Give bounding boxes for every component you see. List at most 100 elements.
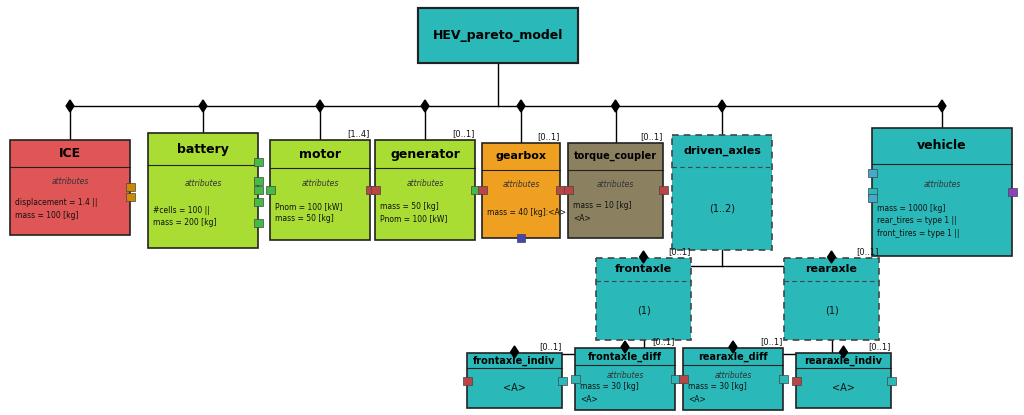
Bar bbox=[371, 186, 380, 194]
Text: rearaxle: rearaxle bbox=[806, 264, 857, 274]
FancyBboxPatch shape bbox=[683, 348, 783, 410]
Text: ICE: ICE bbox=[59, 147, 81, 160]
Text: (1): (1) bbox=[824, 305, 839, 315]
Bar bbox=[463, 376, 471, 385]
Text: driven_axles: driven_axles bbox=[683, 146, 761, 156]
Text: attributes: attributes bbox=[924, 180, 961, 188]
Text: [0..1]: [0..1] bbox=[641, 132, 663, 141]
FancyBboxPatch shape bbox=[796, 353, 891, 408]
Text: HEV_pareto_model: HEV_pareto_model bbox=[433, 29, 563, 42]
Polygon shape bbox=[827, 251, 836, 263]
Text: frontaxle: frontaxle bbox=[615, 264, 672, 274]
Text: [0..1]: [0..1] bbox=[538, 132, 560, 141]
FancyBboxPatch shape bbox=[10, 140, 130, 235]
Bar bbox=[477, 186, 486, 195]
Text: attributes: attributes bbox=[407, 179, 443, 188]
Bar bbox=[671, 375, 680, 383]
Bar bbox=[470, 186, 479, 194]
Bar bbox=[126, 183, 134, 191]
Text: <A>: <A> bbox=[503, 383, 526, 393]
Bar bbox=[658, 186, 668, 195]
Polygon shape bbox=[611, 100, 620, 112]
Text: [0..1]: [0..1] bbox=[761, 337, 783, 346]
Text: mass = 1000 [kg]
rear_tires = type 1 ||
front_tires = type 1 ||: mass = 1000 [kg] rear_tires = type 1 || … bbox=[877, 204, 959, 238]
Bar bbox=[563, 186, 572, 195]
Bar bbox=[679, 375, 687, 383]
Text: attributes: attributes bbox=[51, 177, 89, 186]
Text: rearaxle_diff: rearaxle_diff bbox=[698, 352, 768, 362]
Text: attributes: attributes bbox=[606, 371, 644, 380]
Bar bbox=[254, 186, 262, 195]
Polygon shape bbox=[729, 341, 737, 353]
FancyBboxPatch shape bbox=[784, 258, 879, 340]
Bar bbox=[254, 198, 262, 206]
Polygon shape bbox=[718, 100, 726, 112]
Bar bbox=[254, 158, 262, 166]
Polygon shape bbox=[67, 100, 74, 112]
Text: [0..1]: [0..1] bbox=[669, 247, 691, 256]
Polygon shape bbox=[938, 100, 946, 112]
Text: frontaxle_diff: frontaxle_diff bbox=[588, 352, 663, 362]
Text: mass = 30 [kg]
<A>: mass = 30 [kg] <A> bbox=[688, 382, 746, 404]
Text: frontaxle_indiv: frontaxle_indiv bbox=[473, 356, 556, 366]
FancyBboxPatch shape bbox=[418, 8, 578, 63]
Text: displacement = 1.4 ||
mass = 100 [kg]: displacement = 1.4 || mass = 100 [kg] bbox=[15, 198, 97, 220]
Polygon shape bbox=[517, 100, 525, 112]
FancyBboxPatch shape bbox=[270, 140, 370, 240]
Bar bbox=[792, 376, 801, 385]
Polygon shape bbox=[640, 251, 647, 263]
FancyBboxPatch shape bbox=[482, 143, 560, 238]
Bar bbox=[366, 186, 375, 194]
Bar bbox=[557, 376, 566, 385]
FancyBboxPatch shape bbox=[375, 140, 475, 240]
Bar bbox=[555, 186, 564, 195]
Text: (1..2): (1..2) bbox=[709, 204, 735, 214]
Polygon shape bbox=[316, 100, 324, 112]
FancyBboxPatch shape bbox=[568, 143, 663, 238]
Text: HEV_pareto_model: HEV_pareto_model bbox=[433, 9, 563, 22]
FancyBboxPatch shape bbox=[596, 258, 691, 340]
Text: attributes: attributes bbox=[715, 371, 752, 380]
Polygon shape bbox=[199, 100, 207, 112]
Text: battery: battery bbox=[177, 143, 229, 156]
Polygon shape bbox=[622, 341, 629, 353]
Text: attributes: attributes bbox=[597, 180, 634, 189]
Text: [0..1]: [0..1] bbox=[868, 342, 891, 351]
Text: #cells = 100 ||
mass = 200 [kg]: #cells = 100 || mass = 200 [kg] bbox=[153, 206, 216, 227]
FancyBboxPatch shape bbox=[872, 128, 1012, 256]
Polygon shape bbox=[511, 346, 518, 358]
Text: [0..1]: [0..1] bbox=[540, 342, 562, 351]
Bar bbox=[867, 188, 877, 196]
Text: mass = 40 [kg]:<A>: mass = 40 [kg]:<A> bbox=[487, 208, 566, 217]
FancyBboxPatch shape bbox=[148, 133, 258, 248]
Text: mass = 30 [kg]
<A>: mass = 30 [kg] <A> bbox=[580, 382, 639, 404]
Text: [0..1]: [0..1] bbox=[652, 337, 675, 346]
Text: attributes: attributes bbox=[184, 179, 221, 188]
Text: [0..1]: [0..1] bbox=[453, 129, 475, 138]
Bar bbox=[517, 234, 525, 242]
Text: generator: generator bbox=[390, 147, 460, 161]
FancyBboxPatch shape bbox=[467, 353, 562, 408]
Text: attributes: attributes bbox=[503, 180, 540, 189]
Text: gearbox: gearbox bbox=[496, 151, 547, 161]
Text: torque_coupler: torque_coupler bbox=[573, 151, 657, 161]
Text: Pnom = 100 [kW]
mass = 50 [kg]: Pnom = 100 [kW] mass = 50 [kg] bbox=[275, 202, 342, 223]
Polygon shape bbox=[840, 346, 848, 358]
Bar bbox=[570, 375, 580, 383]
FancyBboxPatch shape bbox=[672, 135, 772, 250]
Text: attributes: attributes bbox=[301, 179, 339, 188]
Text: <A>: <A> bbox=[833, 383, 855, 393]
Text: [0..1]: [0..1] bbox=[857, 247, 879, 256]
Bar bbox=[778, 375, 787, 383]
Text: motor: motor bbox=[299, 147, 341, 161]
Text: (1): (1) bbox=[637, 305, 650, 315]
Bar bbox=[126, 193, 134, 201]
Bar bbox=[265, 186, 274, 194]
Text: mass = 10 [kg]
<A>: mass = 10 [kg] <A> bbox=[573, 201, 632, 223]
FancyBboxPatch shape bbox=[575, 348, 675, 410]
Text: mass = 50 [kg]
Pnom = 100 [kW]: mass = 50 [kg] Pnom = 100 [kW] bbox=[380, 202, 447, 223]
Bar bbox=[887, 376, 896, 385]
Bar bbox=[867, 194, 877, 203]
FancyBboxPatch shape bbox=[418, 8, 578, 63]
Text: [1..4]: [1..4] bbox=[347, 129, 370, 138]
